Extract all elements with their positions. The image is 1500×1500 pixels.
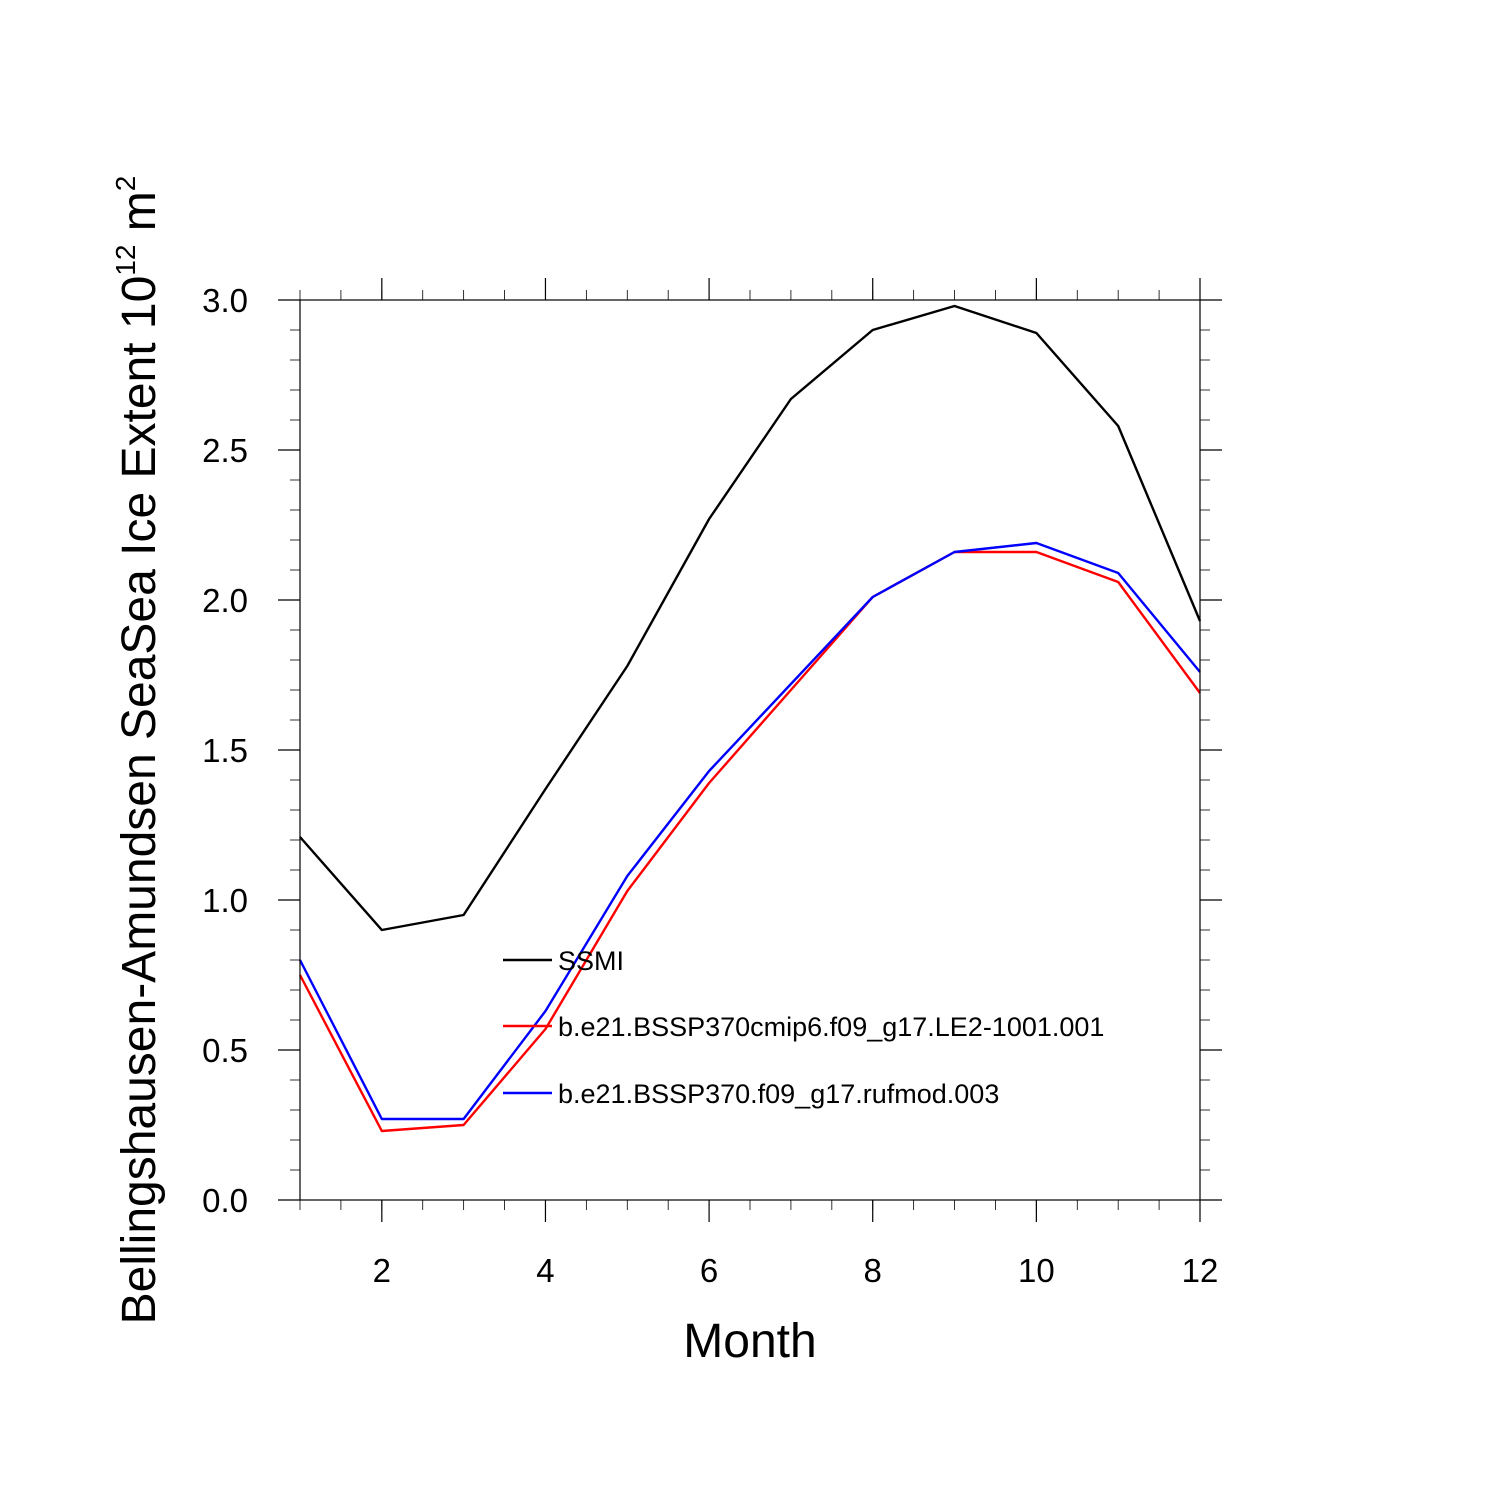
x-tick-label: 2 (373, 1252, 391, 1289)
y-tick-label: 0.5 (202, 1032, 248, 1069)
x-tick-label: 10 (1018, 1252, 1055, 1289)
y-tick-label: 2.5 (202, 432, 248, 469)
y-tick-label: 1.0 (202, 882, 248, 919)
y-axis-title-unit: m (113, 191, 166, 244)
y-axis-title-main: Bellingshausen-Amundsen SeaSea Ice Exten… (113, 276, 166, 1325)
y-tick-label: 2.0 (202, 582, 248, 619)
x-tick-label: 8 (864, 1252, 882, 1289)
legend-label-2: b.e21.BSSP370cmip6.f09_g17.LE2-1001.001 (558, 1012, 1104, 1042)
y-tick-label: 3.0 (202, 282, 248, 319)
minor-ticks (290, 290, 1210, 1210)
series-line-1 (299, 304, 1202, 932)
x-tick-label: 4 (536, 1252, 554, 1289)
plot-frame (299, 299, 1201, 1201)
tick-labels: 2 4 6 8 10 12 0.0 0.5 1.0 1.5 2.0 2.5 3.0 (202, 282, 1218, 1289)
legend: SSMI b.e21.BSSP370cmip6.f09_g17.LE2-1001.… (503, 946, 1104, 1109)
legend-label-3: b.e21.BSSP370.f09_g17.rufmod.003 (558, 1079, 999, 1109)
x-tick-label: 12 (1182, 1252, 1219, 1289)
y-axis-title: Bellingshausen-Amundsen SeaSea Ice Exten… (110, 176, 166, 1325)
y-tick-label: 0.0 (202, 1182, 248, 1219)
x-tick-label: 6 (700, 1252, 718, 1289)
y-axis-title-exponent: 12 (110, 245, 141, 276)
series-layer (298, 304, 1202, 1133)
legend-label-1: SSMI (558, 946, 624, 976)
major-ticks (278, 278, 1222, 1222)
series-line-2 (298, 550, 1201, 1133)
series-line-3 (298, 541, 1201, 1121)
x-axis-title: Month (683, 1315, 816, 1368)
y-tick-label: 1.5 (202, 732, 248, 769)
y-axis-title-unit-exponent: 2 (110, 176, 141, 192)
